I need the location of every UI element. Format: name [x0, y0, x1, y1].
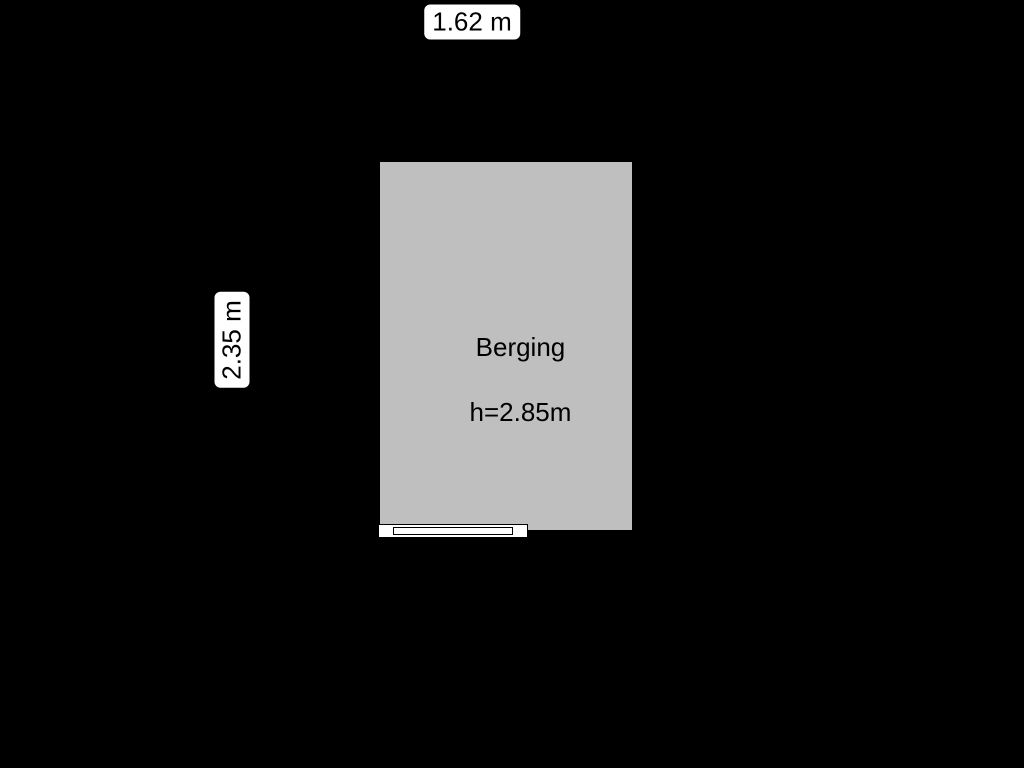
dimension-left: 2.35 m: [215, 292, 250, 388]
room-name: Berging: [476, 332, 566, 362]
dimension-top: 1.62 m: [424, 5, 520, 40]
floorplan-canvas: 1.62 m 2.35 m Berging h=2.85m: [0, 0, 1024, 768]
room-height: h=2.85m: [470, 397, 572, 427]
door-panel: [393, 527, 513, 535]
room-label: Berging h=2.85m: [410, 298, 602, 461]
door-symbol: [378, 524, 528, 538]
